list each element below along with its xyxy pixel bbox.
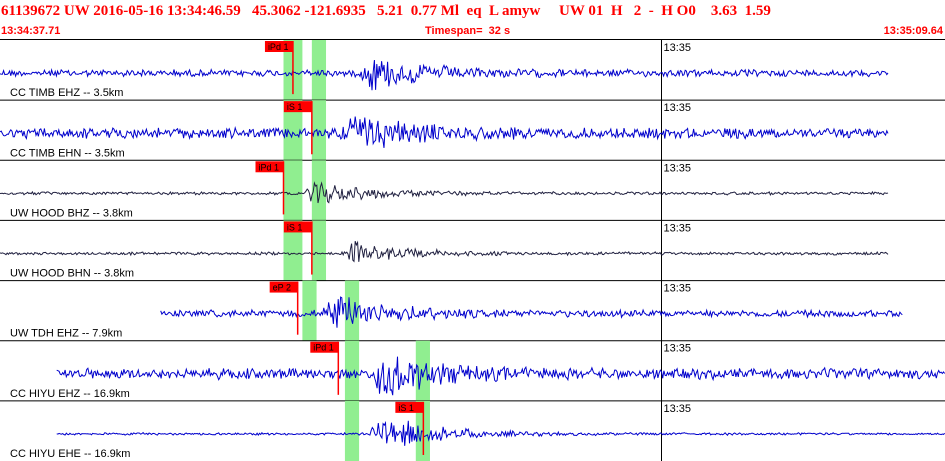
time-tick-label: 13:35 [664, 222, 692, 234]
pick-window [311, 220, 327, 281]
pick-window [311, 40, 327, 101]
pick-window [344, 280, 360, 341]
pick-flag[interactable] [283, 221, 312, 233]
time-tick-label: 13:35 [664, 162, 692, 174]
time-tick-label: 13:35 [664, 283, 692, 295]
waveform-trace[interactable] [0, 59, 889, 91]
pick-window [283, 160, 303, 221]
seismogram-svg[interactable]: 13:35 iPd 1 CC TIMB EHZ -- 3.5km 13:35 iS 1 C… [0, 40, 945, 461]
event-summary-line: 61139672 UW 2016-05-16 13:34:46.59 45.30… [1, 3, 771, 19]
pick-window [302, 280, 317, 341]
pick-label: iPd 1 [313, 343, 334, 353]
time-tick-label: 13:35 [664, 343, 692, 355]
station-label: UW HOOD BHZ -- 3.8km [10, 207, 133, 219]
pick-flag[interactable] [255, 161, 284, 173]
station-label: UW TDH EHZ -- 7.9km [10, 328, 122, 340]
pick-window [283, 100, 303, 161]
pick-flag[interactable] [395, 401, 424, 413]
pick-label: iPd 1 [268, 42, 289, 52]
station-label: CC TIMB EHN -- 3.5km [10, 147, 125, 159]
pick-window [344, 340, 360, 401]
pick-label: iS 1 [287, 102, 303, 112]
station-label: CC HIYU EHE -- 16.9km [10, 448, 130, 460]
event-header: 61139672 UW 2016-05-16 13:34:46.59 45.30… [0, 0, 945, 40]
pick-label: iS 1 [398, 403, 414, 413]
time-tick-label: 13:35 [664, 102, 692, 114]
pick-label: eP 2 [273, 283, 291, 293]
station-label: CC HIYU EHZ -- 16.9km [10, 388, 130, 400]
timespan-label: Timespan= 32 s [425, 25, 511, 37]
pick-window [283, 220, 303, 281]
pick-flag[interactable] [264, 41, 293, 52]
waveform-trace[interactable] [56, 356, 945, 396]
time-tick-label: 13:35 [664, 42, 692, 54]
waveform-trace[interactable] [0, 116, 889, 148]
time-tick-label: 13:35 [664, 403, 692, 415]
waveform-trace[interactable] [160, 296, 903, 328]
pick-flag[interactable] [269, 281, 298, 293]
waveform-trace[interactable] [0, 181, 889, 204]
station-label: CC TIMB EHZ -- 3.5km [10, 87, 123, 99]
pick-label: iPd 1 [259, 162, 280, 172]
pick-label: iS 1 [287, 222, 303, 232]
seismogram-panel[interactable]: 13:35 iPd 1 CC TIMB EHZ -- 3.5km 13:35 iS 1 C… [0, 39, 945, 461]
pick-flag[interactable] [310, 341, 339, 353]
waveform-trace[interactable] [56, 420, 945, 446]
end-time-label: 13:35:09.64 [883, 25, 943, 37]
pick-flag[interactable] [283, 101, 312, 113]
start-time-label: 13:34:37.71 [1, 25, 61, 37]
pick-window [344, 400, 360, 461]
station-label: UW HOOD BHN -- 3.8km [10, 268, 134, 280]
pick-window [311, 160, 327, 221]
waveform-trace[interactable] [0, 240, 889, 263]
